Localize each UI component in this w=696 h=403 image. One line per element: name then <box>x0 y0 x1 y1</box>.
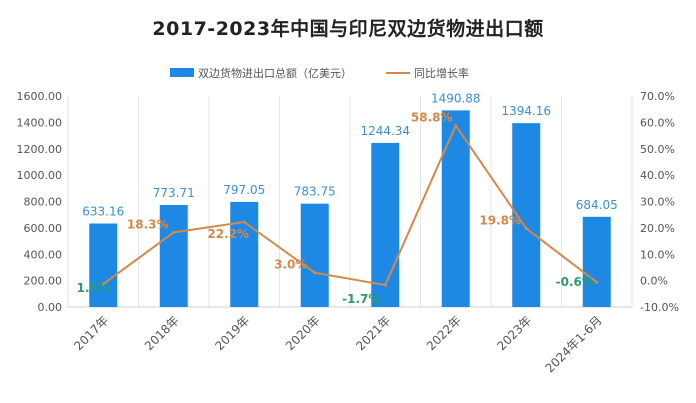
bar-data-label: 773.71 <box>153 186 195 200</box>
growth-rate-data-label: -1.7% <box>342 292 380 306</box>
y-right-tick-label: 50.0% <box>640 143 675 156</box>
growth-rate-data-label: 19.8% <box>479 213 521 227</box>
x-tick-label: 2024年1-6月 <box>543 313 605 375</box>
y-right-tick-label: 60.0% <box>640 116 675 129</box>
bar <box>159 204 188 307</box>
y-left-tick-label: 200.00 <box>24 275 63 288</box>
y-left-tick-label: 0.00 <box>38 301 63 314</box>
y-right-tick-label: 70.0% <box>640 90 675 103</box>
x-tick-label: 2023年 <box>494 313 534 353</box>
y-right-tick-label: 20.0% <box>640 222 675 235</box>
bar-data-label: 684.05 <box>576 198 618 212</box>
y-right-tick-label: 40.0% <box>640 169 675 182</box>
legend-line-label: 同比增长率 <box>414 66 469 80</box>
growth-rate-data-label: 58.8% <box>411 111 453 125</box>
y-right-tick-label: 0.0% <box>640 275 668 288</box>
x-tick-label: 2019年 <box>212 313 252 353</box>
growth-rate-point <box>524 226 528 230</box>
bar <box>371 142 400 307</box>
growth-rate-point <box>313 271 317 275</box>
x-tick-label: 2021年 <box>353 313 393 353</box>
y-right-tick-label: -10.0% <box>640 301 679 314</box>
legend-bar-label: 双边货物进出口总额（亿美元） <box>198 66 352 80</box>
growth-rate-data-label: 22.2% <box>207 227 249 241</box>
growth-rate-data-label: 18.3% <box>127 217 169 231</box>
bar <box>230 201 259 307</box>
growth-rate-point <box>242 220 246 224</box>
growth-rate-point <box>101 282 105 286</box>
y-left-tick-label: 800.00 <box>24 196 63 209</box>
y-left-tick-label: 400.00 <box>24 248 63 261</box>
bar <box>441 110 470 307</box>
bar-data-label: 1490.88 <box>431 91 481 105</box>
y-right-tick-label: 10.0% <box>640 248 675 261</box>
bar-data-label: 1244.34 <box>360 124 410 138</box>
y-left-tick-label: 1600.00 <box>17 90 63 103</box>
x-tick-label: 2020年 <box>283 313 323 353</box>
x-tick-label: 2022年 <box>424 313 464 353</box>
bar <box>89 223 118 307</box>
growth-rate-data-label: 1.3% <box>77 281 110 295</box>
x-tick-label: 2018年 <box>142 313 182 353</box>
y-right-tick-label: 30.0% <box>640 196 675 209</box>
bar-data-label: 783.75 <box>294 185 336 199</box>
legend-bar-swatch <box>170 68 194 77</box>
growth-rate-point <box>172 230 176 234</box>
bar-data-label: 1394.16 <box>501 104 551 118</box>
growth-rate-line <box>102 123 598 287</box>
bar <box>300 203 329 307</box>
growth-rate-point <box>595 280 599 284</box>
y-left-tick-label: 1400.00 <box>17 116 63 129</box>
y-left-tick-label: 1200.00 <box>17 143 63 156</box>
bar-data-label: 633.16 <box>82 205 124 219</box>
bar-data-label: 797.05 <box>223 183 265 197</box>
bar <box>582 216 611 307</box>
chart-title: 2017-2023年中国与印尼双边货物进出口额 <box>152 18 544 40</box>
growth-rate-point <box>454 124 458 128</box>
growth-rate-point <box>383 283 387 287</box>
growth-rate-data-label: 3.0% <box>274 258 307 272</box>
y-left-tick-label: 1000.00 <box>17 169 63 182</box>
x-tick-label: 2017年 <box>71 313 111 353</box>
y-left-tick-label: 600.00 <box>24 222 63 235</box>
growth-rate-data-label: -0.6% <box>556 275 594 289</box>
